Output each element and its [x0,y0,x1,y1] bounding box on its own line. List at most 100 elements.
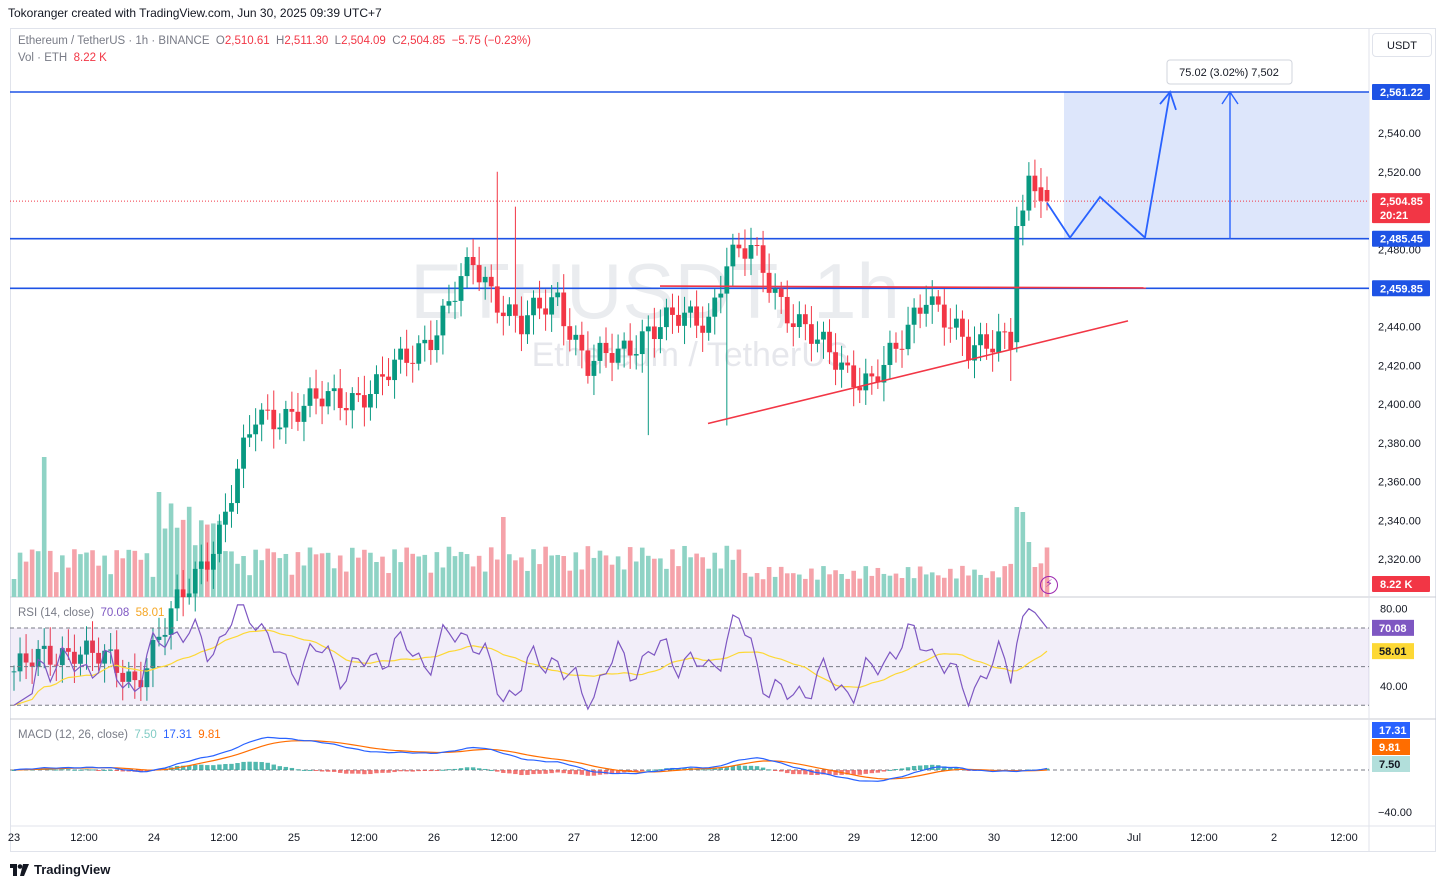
volume-bar [84,552,89,597]
price-badge-label: 2,459.85 [1380,283,1423,295]
time-axis-label: 12:00 [630,832,658,844]
macd-histogram-bar [229,763,234,770]
candle-body [216,524,222,554]
candle-body [609,353,615,363]
candle-body [863,373,869,391]
volume-bar [319,553,325,597]
volume-bar [525,570,530,597]
price-badge [1372,280,1430,297]
candle-body [470,256,476,266]
candle-body [923,304,929,314]
macd-histogram-bar [531,770,536,775]
macd-histogram-bar [1044,768,1050,770]
candle-body [174,589,180,609]
candle-body [724,266,730,294]
macd-histogram-bar [881,770,887,772]
candle-body [120,672,126,682]
volume-bar [797,574,802,597]
volume-bar [162,528,168,597]
volume-bar [11,579,17,597]
candle-body [760,245,766,273]
macd-histogram-bar [851,770,856,775]
volume-bar [567,570,573,597]
time-axis-label: 30 [988,832,1000,844]
currency-button[interactable]: USDT [1372,33,1432,57]
volume-bar [748,576,754,597]
time-axis-label: 12:00 [1330,832,1358,844]
candle-body [319,398,325,407]
candle-body [736,244,742,249]
candle-body [458,276,464,301]
volume-bar [754,573,760,597]
macd-histogram-bar [259,762,264,770]
candle-body [543,308,549,315]
volume-bar [984,577,989,597]
support-trendline [707,320,1129,425]
volume-bar [833,570,838,597]
volume-bar [839,574,844,597]
macd-histogram-bar [966,770,971,771]
volume-bar [579,569,585,597]
macd-histogram-bar [350,770,355,774]
candle-body [11,671,17,673]
candle-body [978,334,983,346]
volume-bar [507,554,512,597]
time-axis-label: 25 [288,832,300,844]
candle-body [144,668,150,688]
volume-bar [730,559,736,597]
time-axis-label: 12:00 [1190,832,1218,844]
volume-bar [464,554,470,597]
candle-body [241,437,246,469]
candle-body [440,305,446,336]
macd-histogram-bar [241,761,246,770]
volume-bar [990,571,995,597]
macd-histogram-bar [785,770,790,774]
volume-bar [772,576,778,597]
symbol-label[interactable]: Ethereum / TetherUS · 1h · BINANCE [18,35,210,47]
lightning-icon[interactable]: ⚡ [1040,576,1058,594]
candle-body [682,312,687,326]
volume-bar [368,552,373,597]
macd-histogram-bar [223,764,228,770]
candle-body [289,408,295,412]
macd-histogram-bar [640,770,645,771]
macd-histogram-bar [464,767,470,770]
volume-bar [863,566,869,597]
candle-body [35,648,41,667]
macd-histogram-bar [591,770,597,776]
candle-body [984,334,989,349]
macd-histogram-bar [482,768,488,770]
time-axis-label: Jul [1127,832,1141,844]
volume-bar [809,568,814,597]
candle-body [591,360,597,376]
macd-histogram-bar [652,769,657,771]
candle-body [748,245,754,259]
macd-histogram-bar [313,770,319,771]
price-badge [1372,576,1430,592]
volume-bar [519,557,524,597]
macd-badge [1372,756,1410,772]
macd-histogram-bar [362,770,367,775]
candle-body [380,374,385,377]
volume-bar [766,567,772,597]
candle-body [47,645,53,665]
macd-histogram-bar [398,770,403,772]
price-tick-label: 2,520.00 [1378,167,1421,179]
macd-histogram-bar [186,765,192,770]
volume-bar [881,573,887,597]
volume-bar [815,579,820,597]
volume-bar [645,555,651,597]
candle-body [966,336,971,361]
volume-bar [126,549,132,597]
candle-body [41,645,47,649]
macd-histogram-bar [742,765,748,770]
volume-bar [893,573,899,597]
volume-value: 8.22 K [73,52,107,64]
macd-histogram-bar [791,770,796,775]
price-badge-label: 2,561.22 [1380,87,1423,99]
time-axis-label: 12:00 [1050,832,1078,844]
volume-bar [114,550,119,597]
volume-bar [295,552,301,597]
candle-body [827,331,832,353]
